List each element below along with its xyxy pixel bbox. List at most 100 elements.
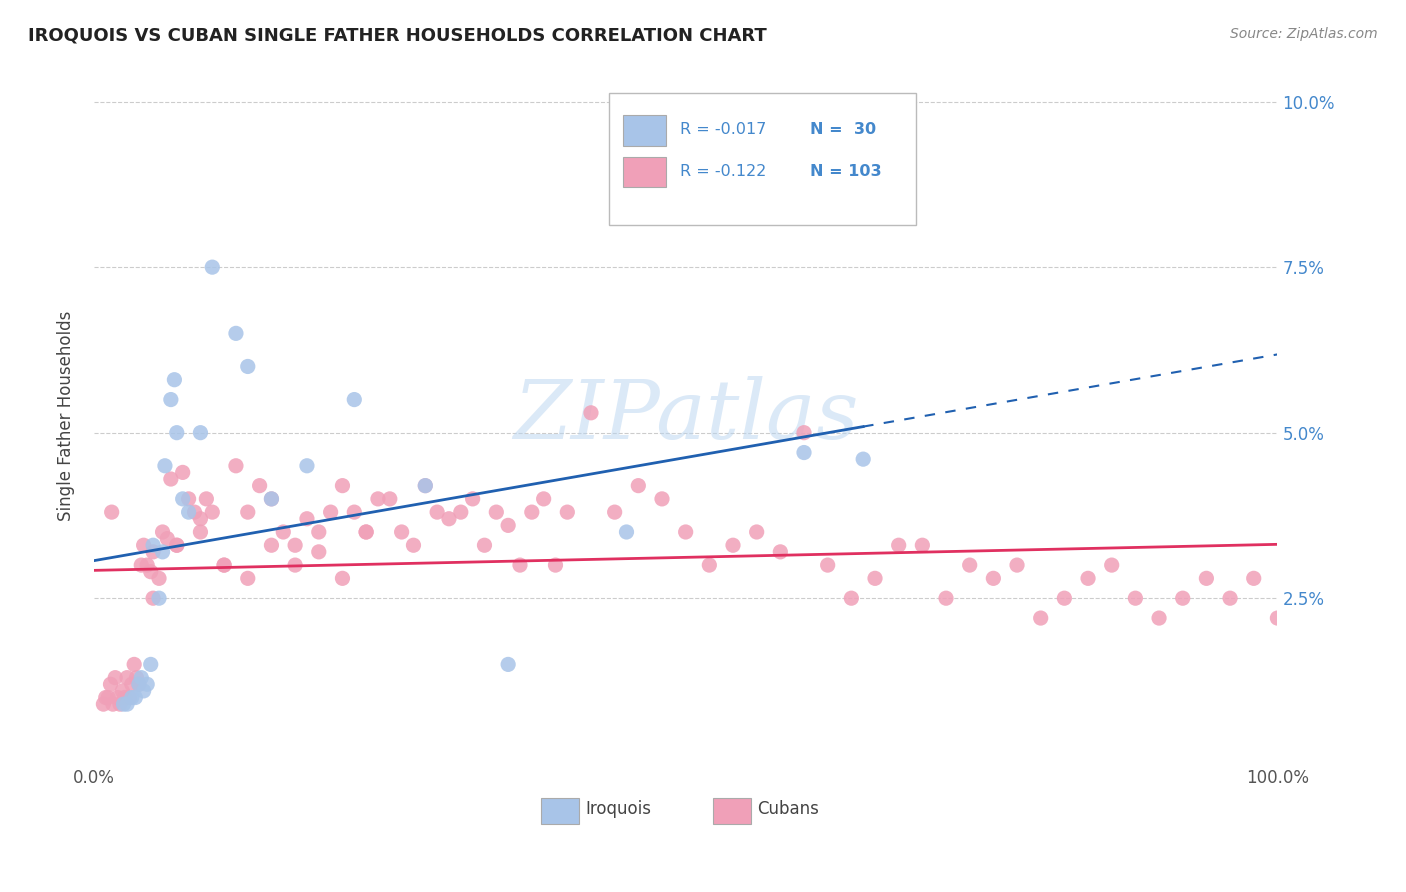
Point xyxy=(139,657,162,672)
Point xyxy=(139,565,162,579)
Point xyxy=(190,425,212,440)
Point xyxy=(413,478,436,492)
Point xyxy=(100,505,122,519)
Point xyxy=(156,532,179,546)
Point xyxy=(172,491,194,506)
Point xyxy=(496,518,519,533)
Point xyxy=(332,571,354,585)
Point xyxy=(128,677,150,691)
Point xyxy=(136,677,159,691)
Point xyxy=(769,545,792,559)
Point xyxy=(166,425,188,440)
Point xyxy=(544,558,567,573)
Point xyxy=(675,524,697,539)
Point xyxy=(935,591,957,606)
Point xyxy=(260,491,283,506)
Point xyxy=(201,260,224,274)
Text: R = -0.017: R = -0.017 xyxy=(679,122,766,137)
Point xyxy=(136,558,159,573)
Point xyxy=(295,458,318,473)
Point xyxy=(225,458,247,473)
Point xyxy=(132,538,155,552)
FancyBboxPatch shape xyxy=(623,157,665,187)
Point xyxy=(107,690,129,705)
Point xyxy=(1147,611,1170,625)
Point xyxy=(260,538,283,552)
Point xyxy=(225,326,247,341)
Point xyxy=(125,671,148,685)
Point xyxy=(190,524,212,539)
Point xyxy=(104,671,127,685)
Point xyxy=(148,571,170,585)
Point xyxy=(437,512,460,526)
Text: Source: ZipAtlas.com: Source: ZipAtlas.com xyxy=(1230,27,1378,41)
Point xyxy=(793,425,815,440)
Point xyxy=(579,406,602,420)
Point xyxy=(142,591,165,606)
Point xyxy=(959,558,981,573)
Point xyxy=(509,558,531,573)
Point xyxy=(177,491,200,506)
Point xyxy=(852,452,875,467)
Point xyxy=(118,690,141,705)
Point xyxy=(332,478,354,492)
Point xyxy=(402,538,425,552)
Point xyxy=(1101,558,1123,573)
Point xyxy=(112,697,135,711)
Point xyxy=(841,591,863,606)
Point xyxy=(461,491,484,506)
Point xyxy=(450,505,472,519)
Point xyxy=(308,545,330,559)
Point xyxy=(308,524,330,539)
Point xyxy=(129,671,152,685)
Point xyxy=(160,472,183,486)
Point xyxy=(721,538,744,552)
Point xyxy=(295,512,318,526)
Point xyxy=(699,558,721,573)
Text: R = -0.122: R = -0.122 xyxy=(679,164,766,179)
Point xyxy=(603,505,626,519)
Point xyxy=(148,591,170,606)
Point xyxy=(616,524,638,539)
Point xyxy=(496,657,519,672)
Point xyxy=(284,538,307,552)
Point xyxy=(911,538,934,552)
Point xyxy=(319,505,342,519)
Point xyxy=(163,373,186,387)
Point xyxy=(249,478,271,492)
Point xyxy=(129,558,152,573)
Point xyxy=(354,524,377,539)
Point xyxy=(260,491,283,506)
Point xyxy=(172,466,194,480)
Point xyxy=(627,478,650,492)
Point xyxy=(817,558,839,573)
Point xyxy=(343,392,366,407)
Point xyxy=(236,571,259,585)
Point xyxy=(115,671,138,685)
FancyBboxPatch shape xyxy=(713,797,751,824)
Point xyxy=(152,524,174,539)
Point xyxy=(177,505,200,519)
Point xyxy=(426,505,449,519)
Point xyxy=(378,491,401,506)
Point xyxy=(142,538,165,552)
Point xyxy=(793,445,815,459)
Point xyxy=(1267,611,1289,625)
Point xyxy=(122,657,145,672)
Point xyxy=(887,538,910,552)
Point xyxy=(1077,571,1099,585)
Point xyxy=(354,524,377,539)
Point xyxy=(651,491,673,506)
Point xyxy=(114,690,136,705)
Point xyxy=(520,505,543,519)
Point xyxy=(195,491,218,506)
Point xyxy=(1029,611,1052,625)
Point xyxy=(533,491,555,506)
Point xyxy=(183,505,205,519)
Point xyxy=(1171,591,1194,606)
Point xyxy=(142,545,165,559)
Point xyxy=(100,677,122,691)
Point xyxy=(271,524,294,539)
Point xyxy=(413,478,436,492)
Point xyxy=(1125,591,1147,606)
